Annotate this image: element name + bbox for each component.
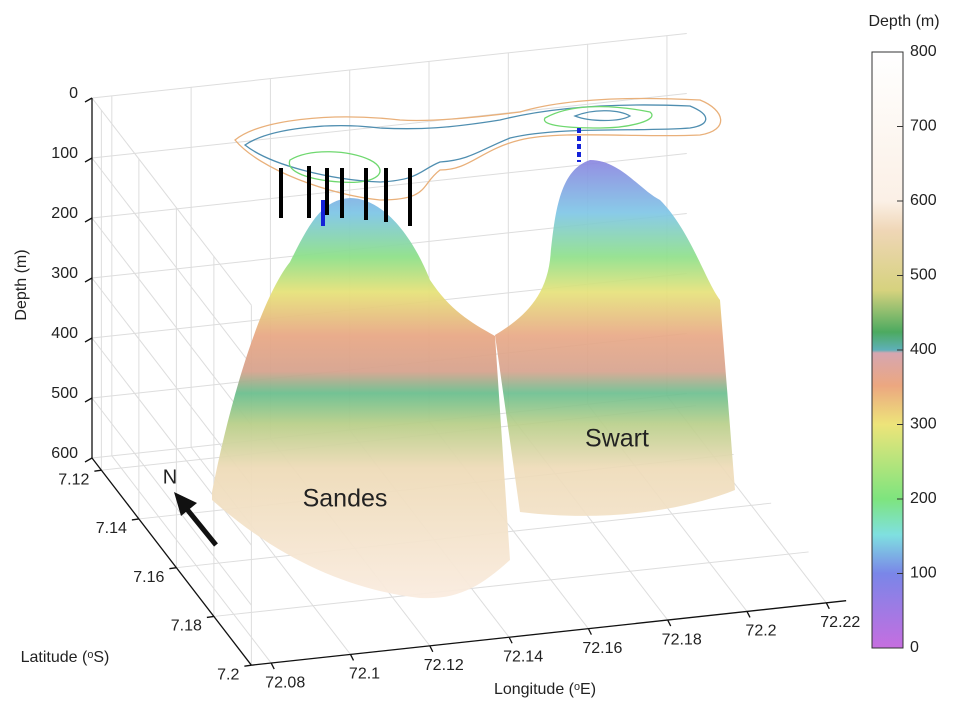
x-tick-label: 72.16	[582, 640, 622, 657]
annotation: Sandes	[303, 485, 388, 513]
tick-mark	[84, 157, 93, 163]
colorbar-tick-label: 700	[910, 118, 937, 135]
z-axis-title: Depth (m)	[13, 249, 30, 320]
z-tick-label: 300	[51, 265, 78, 282]
tick-mark	[131, 518, 139, 521]
y-tick-label: 7.2	[217, 666, 239, 683]
y-tick-label: 7.16	[133, 569, 164, 586]
colorbar-title: Depth (m)	[868, 13, 939, 30]
tick-mark	[84, 397, 93, 403]
grid-line	[91, 93, 687, 159]
tick-mark	[84, 217, 93, 223]
grid-line	[213, 551, 809, 617]
tick-mark	[667, 619, 672, 627]
colorbar-tick-label: 0	[910, 639, 919, 656]
colorbar-tick-label: 300	[910, 416, 937, 433]
tick-mark	[429, 645, 434, 653]
colorbar-tick-label: 600	[910, 192, 937, 209]
tick-mark	[206, 615, 214, 619]
z-tick-label: 0	[69, 85, 78, 102]
north-label: N	[163, 466, 177, 488]
tick-mark	[84, 337, 93, 343]
tick-mark	[508, 636, 513, 644]
tick-mark	[349, 654, 355, 661]
tick-mark	[169, 567, 177, 570]
grid-line	[91, 97, 252, 306]
tick-mark	[270, 662, 275, 670]
z-tick-label: 100	[51, 145, 78, 162]
contours	[234, 97, 722, 201]
grid-line	[91, 157, 252, 366]
north-arrow	[174, 492, 218, 547]
z-tick-label: 200	[51, 205, 78, 222]
tick-mark	[84, 277, 93, 283]
y-axis-title: Latitude (ᵒS)	[21, 649, 110, 666]
tick-mark	[244, 664, 252, 667]
x-tick-label: 72.18	[662, 631, 702, 648]
x-tick-label: 72.22	[820, 614, 860, 631]
seamount-surface	[212, 160, 735, 599]
x-tick-label: 72.2	[745, 623, 776, 640]
x-axis-title: Longitude (ᵒE)	[494, 681, 596, 698]
colorbar-tick-label: 200	[910, 490, 937, 507]
z-tick-label: 400	[51, 325, 78, 342]
x-tick-label: 72.1	[349, 666, 380, 683]
z-tick-label: 600	[51, 445, 78, 462]
tick-mark	[84, 457, 93, 463]
x-tick-label: 72.14	[503, 648, 543, 665]
tick-mark	[84, 97, 93, 103]
x-tick-label: 72.12	[424, 657, 464, 674]
colorbar-tick-label: 800	[910, 43, 937, 60]
tick-mark	[746, 611, 751, 618]
y-tick-label: 7.14	[96, 520, 127, 537]
tick-mark	[825, 602, 830, 610]
tick-mark	[587, 628, 592, 635]
x-tick-label: 72.08	[265, 674, 305, 691]
grid-line	[91, 397, 252, 606]
z-tick-label: 500	[51, 385, 78, 402]
annotation: Swart	[585, 425, 649, 453]
axis-line	[91, 457, 252, 666]
y-tick-label: 7.18	[171, 618, 202, 635]
grid-line	[91, 33, 687, 99]
y-tick-label: 7.12	[58, 471, 89, 488]
tick-mark	[94, 469, 102, 472]
grid-line	[91, 217, 252, 426]
axis-line	[251, 600, 847, 666]
colorbar-tick-label: 400	[910, 341, 937, 358]
colorbar-tick-label: 100	[910, 565, 937, 582]
colorbar-tick-label: 500	[910, 267, 937, 284]
casts	[279, 128, 581, 226]
